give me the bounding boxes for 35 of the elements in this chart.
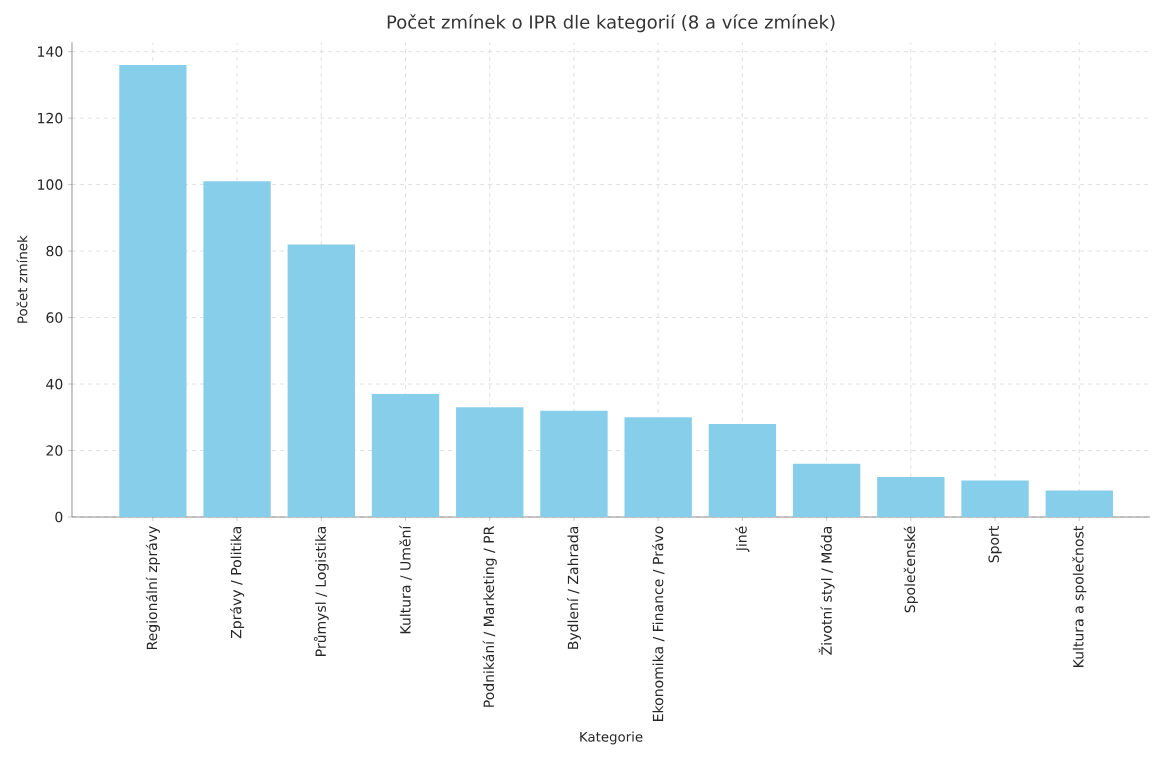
bar — [540, 410, 608, 517]
bar — [877, 477, 945, 517]
x-tick-label: Kultura a společnost — [1072, 526, 1087, 667]
x-tick-label: Kultura / Umění — [399, 525, 412, 634]
x-tick-label: Průmysl / Logistika — [313, 526, 329, 656]
x-tick-label: Společenské — [903, 526, 918, 613]
x-tick-label: Životní styl / Móda — [818, 526, 835, 655]
bar — [287, 244, 355, 517]
chart-title: Počet zmínek o IPR dle kategorií (8 a více zmínek) — [387, 14, 835, 33]
y-tick-label: 80 — [46, 245, 63, 257]
x-tick-label: Jiné — [735, 526, 750, 552]
bar — [624, 417, 692, 517]
bar — [456, 407, 524, 517]
y-tick-label: 20 — [46, 445, 63, 456]
bar — [961, 480, 1029, 517]
y-tick-label: 0 — [55, 511, 63, 523]
bar — [371, 394, 440, 517]
bar — [792, 463, 861, 517]
x-tick-label: Ekonomika / Finance / Právo — [651, 526, 665, 721]
y-tick-label: 40 — [46, 378, 63, 390]
x-tick-label: Bydlení / Zahrada — [566, 526, 581, 649]
bar — [708, 423, 777, 517]
y-tick-label: 100 — [38, 179, 63, 190]
bar — [203, 181, 271, 517]
x-tick-label: Zprávy / Politika — [230, 526, 245, 639]
bar — [1045, 490, 1113, 517]
x-tick-label: Regionální zprávy — [145, 526, 160, 650]
y-tick-label: 60 — [46, 312, 63, 323]
x-axis-title: Kategorie — [580, 731, 643, 745]
x-tick-label: Sport — [988, 526, 1002, 563]
x-tick-label: Podnikání / Marketing / PR — [482, 526, 497, 707]
y-tick-label: 140 — [38, 46, 63, 57]
bar — [119, 64, 187, 517]
y-tick-label: 120 — [38, 112, 63, 124]
y-axis-title: Počet zmínek — [16, 235, 28, 323]
